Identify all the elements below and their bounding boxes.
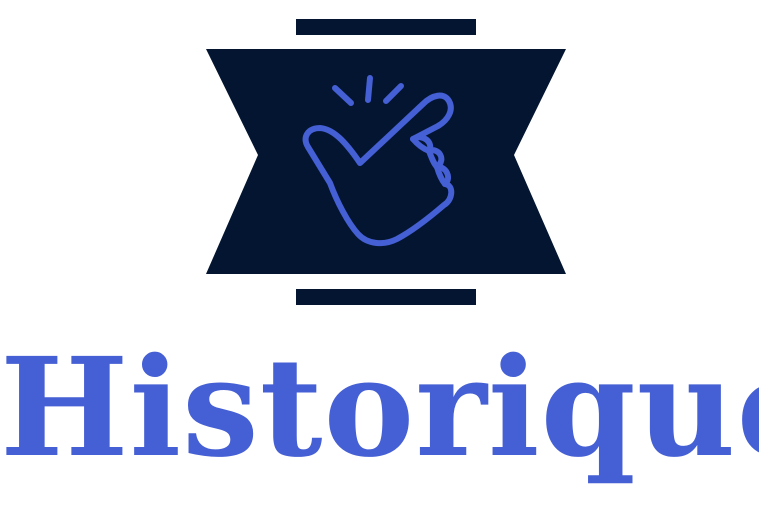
banner-shape: [206, 49, 566, 274]
logo-emblem: [206, 19, 566, 305]
brand-name: Historique: [0, 328, 759, 488]
snapping-fingers-icon: [302, 75, 455, 247]
bottom-bar: [296, 289, 476, 305]
top-bar: [296, 19, 476, 35]
